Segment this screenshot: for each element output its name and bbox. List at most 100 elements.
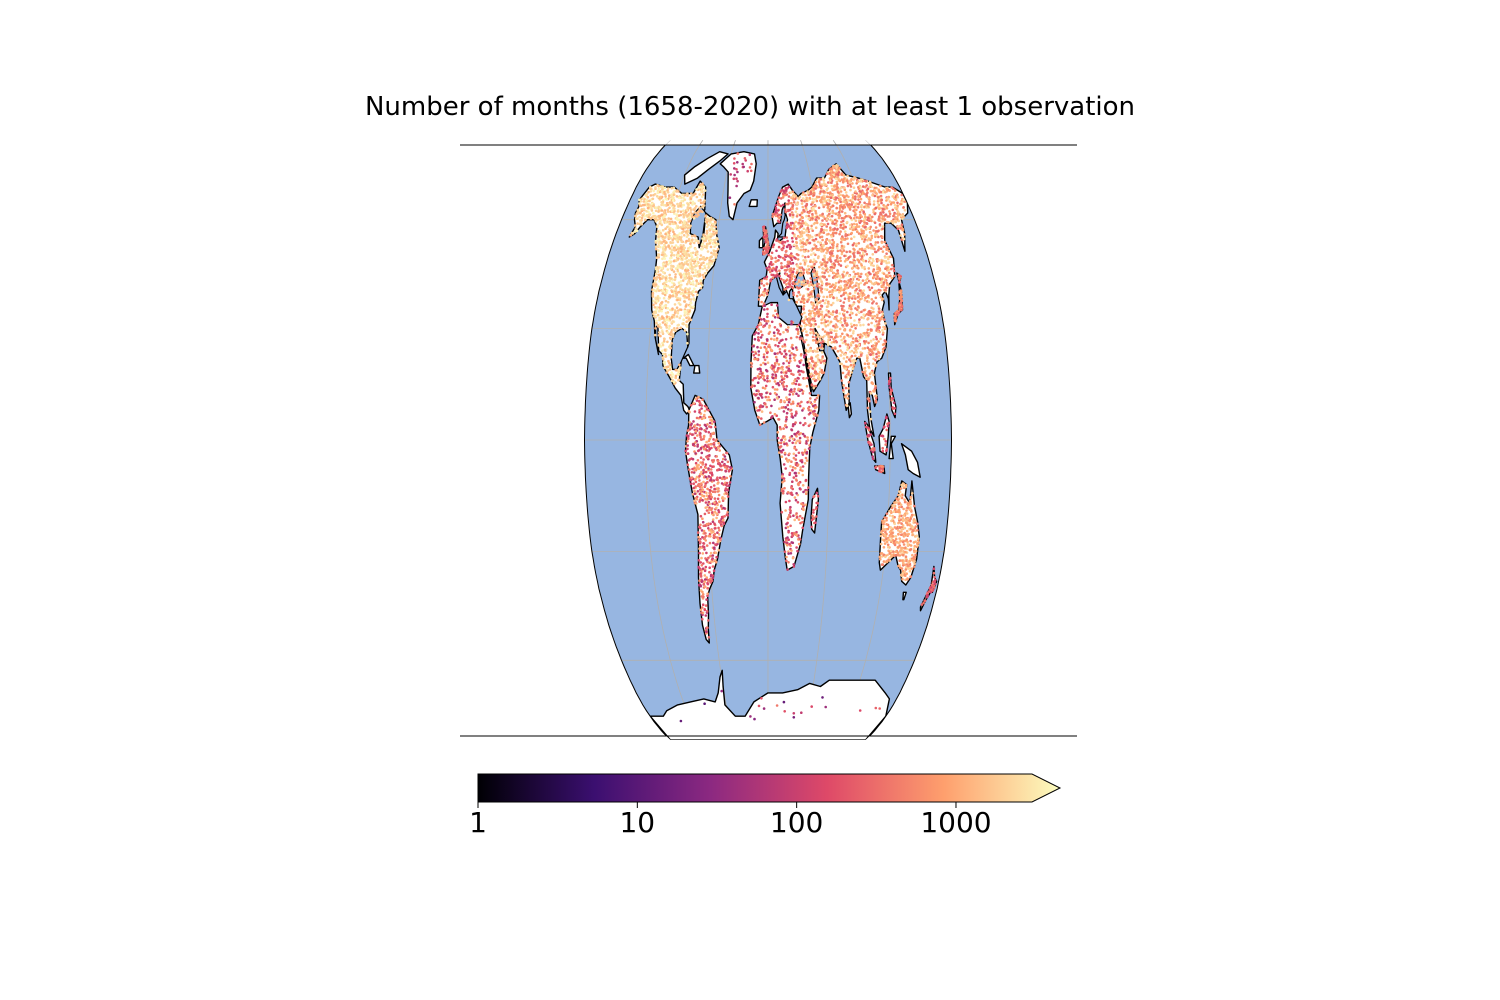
station-marker (773, 334, 776, 338)
station-marker (872, 264, 875, 268)
station-marker (817, 217, 821, 220)
station-marker (821, 336, 825, 339)
station-marker (825, 238, 828, 242)
station-marker (879, 235, 883, 238)
station-marker (877, 357, 881, 361)
station-marker (835, 329, 838, 333)
station-marker (780, 262, 783, 265)
station-marker (787, 298, 791, 302)
station-marker (846, 174, 849, 178)
station-marker (842, 238, 846, 241)
station-marker (782, 362, 785, 365)
station-marker (813, 314, 817, 318)
station-marker (874, 296, 878, 300)
station-marker (840, 379, 844, 382)
station-marker (821, 328, 825, 331)
station-marker (847, 274, 851, 278)
station-marker (876, 264, 879, 268)
station-marker (705, 551, 708, 555)
station-marker (877, 350, 880, 354)
station-marker (782, 427, 785, 430)
station-marker (825, 282, 828, 286)
station-marker (830, 328, 834, 332)
station-marker (657, 273, 661, 277)
station-marker (793, 390, 796, 393)
station-marker (831, 171, 835, 174)
station-marker (657, 310, 661, 313)
station-marker (665, 291, 668, 295)
station-marker (804, 315, 808, 319)
station-marker (815, 221, 819, 225)
station-marker (897, 214, 900, 217)
station-marker (839, 317, 843, 320)
station-marker (703, 239, 706, 243)
station-marker (776, 344, 780, 348)
station-marker (857, 321, 861, 324)
station-marker (726, 511, 729, 514)
station-marker (789, 369, 792, 373)
station-marker (669, 257, 672, 260)
station-marker (674, 275, 677, 279)
station-marker (859, 275, 862, 279)
station-marker (871, 253, 875, 256)
station-marker (877, 259, 880, 262)
station-marker (883, 279, 887, 282)
station-marker (807, 357, 810, 361)
station-marker (703, 244, 706, 248)
station-marker (693, 287, 696, 291)
station-marker (865, 221, 868, 225)
station-marker (797, 291, 800, 294)
station-marker (821, 271, 824, 274)
station-marker (792, 201, 796, 204)
station-marker (873, 347, 876, 350)
station-marker (778, 269, 781, 273)
station-marker (689, 206, 692, 210)
station-marker (830, 167, 833, 170)
station-marker (638, 215, 641, 219)
station-marker (758, 286, 762, 290)
station-marker (788, 354, 792, 357)
station-marker (767, 265, 771, 269)
station-marker (867, 323, 870, 326)
station-marker (706, 592, 709, 595)
station-marker (850, 354, 854, 358)
station-marker (652, 303, 655, 307)
station-marker (841, 273, 844, 276)
station-marker (658, 296, 661, 300)
station-marker (762, 342, 766, 345)
station-marker (669, 267, 673, 270)
station-marker (893, 189, 897, 192)
station-marker (676, 296, 679, 300)
station-marker (846, 310, 849, 314)
station-marker (762, 302, 766, 305)
station-marker (881, 225, 885, 228)
station-marker (698, 210, 702, 213)
station-marker (696, 293, 699, 297)
station-marker (656, 287, 659, 291)
station-marker (864, 228, 868, 231)
station-marker (857, 355, 861, 359)
station-marker (857, 242, 861, 245)
station-marker (858, 335, 862, 339)
station-marker (790, 322, 793, 326)
station-marker (901, 228, 905, 232)
station-marker (694, 271, 697, 274)
station-marker (876, 348, 879, 352)
station-marker (774, 373, 777, 377)
station-marker (862, 259, 865, 263)
station-marker (774, 309, 777, 313)
station-marker (814, 226, 818, 229)
station-marker (805, 459, 809, 462)
station-marker (810, 383, 814, 386)
station-marker (814, 323, 817, 326)
station-marker (767, 253, 770, 257)
station-marker (717, 526, 720, 530)
station-marker (711, 222, 715, 226)
station-marker (760, 417, 763, 420)
station-marker (801, 193, 804, 196)
station-marker (819, 223, 823, 226)
station-marker (777, 259, 780, 262)
station-marker (771, 212, 775, 216)
station-marker (676, 311, 680, 315)
station-marker (668, 363, 672, 367)
